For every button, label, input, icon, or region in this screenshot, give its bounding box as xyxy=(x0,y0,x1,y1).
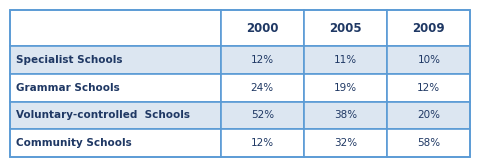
Bar xyxy=(387,102,470,129)
Text: Grammar Schools: Grammar Schools xyxy=(16,83,120,93)
Bar xyxy=(221,102,304,129)
Text: 20%: 20% xyxy=(417,110,440,120)
Bar xyxy=(10,46,221,74)
Text: 52%: 52% xyxy=(251,110,274,120)
Text: 2000: 2000 xyxy=(246,22,278,35)
Text: 12%: 12% xyxy=(251,55,274,65)
Bar xyxy=(387,46,470,74)
Text: 19%: 19% xyxy=(334,83,357,93)
Text: 12%: 12% xyxy=(251,138,274,148)
Text: Voluntary-controlled  Schools: Voluntary-controlled Schools xyxy=(16,110,190,120)
Bar xyxy=(10,10,470,157)
Text: 58%: 58% xyxy=(417,138,440,148)
Bar xyxy=(304,10,387,46)
Bar xyxy=(221,74,304,102)
Bar xyxy=(10,102,221,129)
Bar xyxy=(304,129,387,157)
Bar xyxy=(221,129,304,157)
Bar xyxy=(304,102,387,129)
Text: Community Schools: Community Schools xyxy=(16,138,132,148)
Bar xyxy=(387,129,470,157)
Bar xyxy=(221,46,304,74)
Bar xyxy=(221,10,304,46)
Text: 2009: 2009 xyxy=(412,22,445,35)
Text: 11%: 11% xyxy=(334,55,357,65)
Bar xyxy=(10,74,221,102)
Text: 10%: 10% xyxy=(417,55,440,65)
Bar xyxy=(304,46,387,74)
Text: 24%: 24% xyxy=(251,83,274,93)
Text: 2005: 2005 xyxy=(329,22,362,35)
Bar xyxy=(387,10,470,46)
Text: 12%: 12% xyxy=(417,83,440,93)
Bar xyxy=(304,74,387,102)
Bar xyxy=(387,74,470,102)
Text: 38%: 38% xyxy=(334,110,357,120)
Text: Specialist Schools: Specialist Schools xyxy=(16,55,122,65)
Bar xyxy=(10,129,221,157)
Bar xyxy=(10,10,221,46)
Text: 32%: 32% xyxy=(334,138,357,148)
